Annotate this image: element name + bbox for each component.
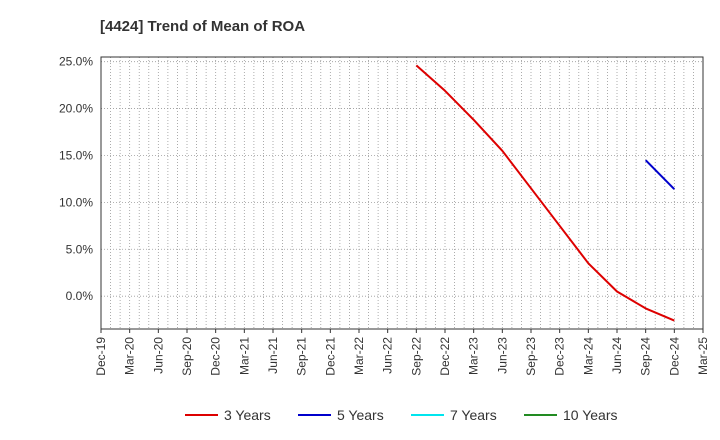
x-tick-label: Jun-22 <box>381 337 395 374</box>
y-tick-label: 25.0% <box>59 55 93 69</box>
y-tick-label: 5.0% <box>66 242 94 256</box>
x-tick-label: Mar-22 <box>352 337 366 375</box>
x-tick-label: Sep-20 <box>180 337 194 376</box>
x-tick-label: Sep-23 <box>524 337 538 376</box>
x-tick-label: Mar-24 <box>581 337 595 375</box>
y-axis-ticks: 25.0% 20.0% 15.0% 10.0% 5.0% 0.0% <box>59 55 93 303</box>
x-tick-label: Jun-21 <box>266 337 280 374</box>
x-tick-label: Sep-24 <box>639 337 653 376</box>
chart-title: [4424] Trend of Mean of ROA <box>100 18 305 35</box>
x-tick-label: Dec-19 <box>94 337 108 376</box>
legend: 3 Years 5 Years 7 Years 10 Years <box>185 407 618 423</box>
legend-label: 5 Years <box>337 407 384 423</box>
series-lines <box>415 64 676 322</box>
x-tick-label: Jun-20 <box>151 337 165 374</box>
x-axis-ticks: Dec-19 Mar-20 Jun-20 Sep-20 Dec-20 Mar-21 Jun-… <box>94 329 710 376</box>
x-tick-label: Dec-20 <box>209 337 223 376</box>
y-tick-label: 20.0% <box>59 102 93 116</box>
x-tick-label: Dec-21 <box>323 337 337 376</box>
plot-frame <box>100 56 704 330</box>
y-tick-label: 0.0% <box>66 289 94 303</box>
x-tick-label: Sep-21 <box>295 337 309 376</box>
x-tick-label: Mar-23 <box>467 337 481 375</box>
x-tick-label: Dec-22 <box>438 337 452 376</box>
grid-lines <box>101 57 703 329</box>
x-tick-label: Sep-22 <box>409 337 423 376</box>
x-tick-label: Mar-25 <box>696 337 710 375</box>
legend-label: 10 Years <box>563 407 618 423</box>
x-tick-label: Jun-23 <box>495 337 509 374</box>
x-tick-label: Dec-24 <box>667 337 681 376</box>
x-tick-label: Mar-20 <box>123 337 137 375</box>
x-tick-label: Mar-21 <box>237 337 251 375</box>
x-tick-label: Jun-24 <box>610 337 624 374</box>
x-tick-label: Dec-23 <box>553 337 567 376</box>
series-line-3-years <box>415 64 675 322</box>
series-line-5-years <box>644 159 676 190</box>
y-tick-label: 15.0% <box>59 148 93 162</box>
y-tick-label: 10.0% <box>59 195 93 209</box>
legend-label: 7 Years <box>450 407 497 423</box>
legend-label: 3 Years <box>224 407 271 423</box>
